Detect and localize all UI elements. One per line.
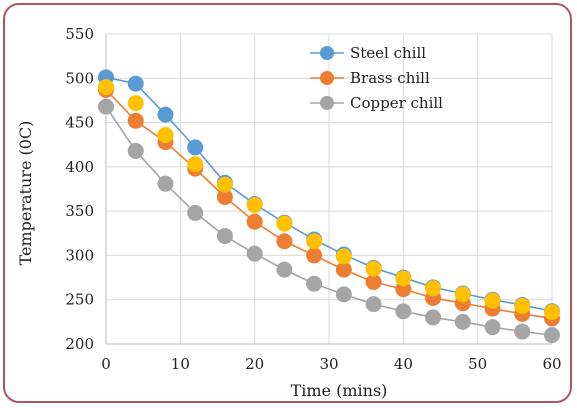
data-point-overlay — [454, 286, 471, 303]
series-line-1 — [105, 76, 553, 313]
data-point-series-3 — [187, 204, 204, 221]
data-point-series-3 — [246, 245, 263, 262]
data-point-overlay — [216, 176, 233, 193]
data-point-overlay — [306, 233, 323, 250]
data-point-series-3 — [395, 303, 412, 320]
data-point-series-1 — [127, 75, 144, 92]
x-tick-label: 20 — [245, 355, 264, 373]
data-point-series-3 — [365, 296, 382, 313]
data-point-series-3 — [425, 309, 442, 326]
legend: Steel chill Brass chill Copper chill — [310, 44, 443, 112]
series-line-3 — [105, 106, 553, 336]
y-tick-label: 250 — [65, 291, 94, 309]
y-tick-label: 400 — [65, 158, 94, 176]
data-point-series-3 — [514, 323, 531, 340]
x-tick-label: 40 — [394, 355, 413, 373]
data-point-series-2 — [306, 247, 323, 264]
legend-marker-2 — [320, 71, 334, 85]
x-tick-label: 50 — [468, 355, 487, 373]
series-lines — [105, 76, 553, 336]
legend-label-1: Steel chill — [350, 44, 426, 62]
data-point-overlay — [395, 270, 412, 287]
data-point-series-1 — [187, 139, 204, 156]
data-point-series-3 — [544, 327, 560, 344]
data-point-overlay — [514, 297, 531, 314]
data-point-series-1 — [157, 106, 174, 123]
legend-label-3: Copper chill — [350, 94, 443, 112]
series-markers — [98, 69, 560, 344]
y-tick-label: 300 — [65, 246, 94, 264]
data-point-series-3 — [335, 286, 352, 303]
data-point-overlay — [425, 280, 442, 297]
data-point-overlay — [187, 156, 204, 173]
x-tick-label: 0 — [101, 355, 111, 373]
data-point-series-2 — [127, 112, 144, 129]
data-point-series-3 — [98, 98, 114, 115]
y-tick-label: 500 — [65, 69, 94, 87]
data-point-overlay — [365, 260, 382, 277]
data-point-overlay — [276, 215, 293, 232]
x-tick-label: 10 — [171, 355, 190, 373]
data-point-series-2 — [365, 274, 382, 290]
line-chart: 200 250 300 350 400 450 500 550 0 10 20 30 40 50 60 St… — [16, 25, 562, 400]
tick-labels: 200 250 300 350 400 450 500 550 0 10 20 30 40 50 60 — [65, 25, 561, 373]
data-point-series-3 — [484, 319, 501, 336]
legend-marker-1 — [320, 46, 334, 60]
data-point-overlay — [335, 248, 352, 265]
legend-label-2: Brass chill — [350, 69, 430, 87]
y-axis-title: Temperature (0C) — [16, 121, 35, 266]
data-point-series-3 — [157, 175, 174, 192]
y-tick-label: 550 — [65, 25, 94, 43]
data-point-series-2 — [216, 188, 233, 205]
data-point-overlay — [544, 304, 560, 321]
data-point-overlay — [157, 126, 174, 143]
x-tick-label: 60 — [542, 355, 561, 373]
x-axis-title: Time (mins) — [291, 381, 388, 400]
data-point-overlay — [246, 196, 263, 213]
data-point-series-3 — [306, 275, 323, 292]
data-point-series-3 — [127, 142, 144, 159]
data-point-series-3 — [216, 227, 233, 244]
data-point-series-3 — [454, 313, 471, 330]
y-tick-label: 350 — [65, 202, 94, 220]
data-point-series-2 — [246, 213, 263, 230]
y-tick-label: 200 — [65, 335, 94, 353]
chart-frame: 200 250 300 350 400 450 500 550 0 10 20 30 40 50 60 St… — [3, 3, 572, 403]
data-point-series-3 — [276, 261, 293, 278]
data-point-series-2 — [335, 261, 352, 278]
x-tick-label: 30 — [319, 355, 338, 373]
legend-marker-3 — [320, 96, 334, 110]
data-point-overlay — [98, 79, 114, 96]
data-point-series-2 — [276, 233, 293, 250]
data-point-overlay — [484, 292, 501, 309]
series-line-2 — [105, 89, 553, 320]
data-point-overlay — [127, 95, 144, 112]
y-tick-label: 450 — [65, 114, 94, 132]
